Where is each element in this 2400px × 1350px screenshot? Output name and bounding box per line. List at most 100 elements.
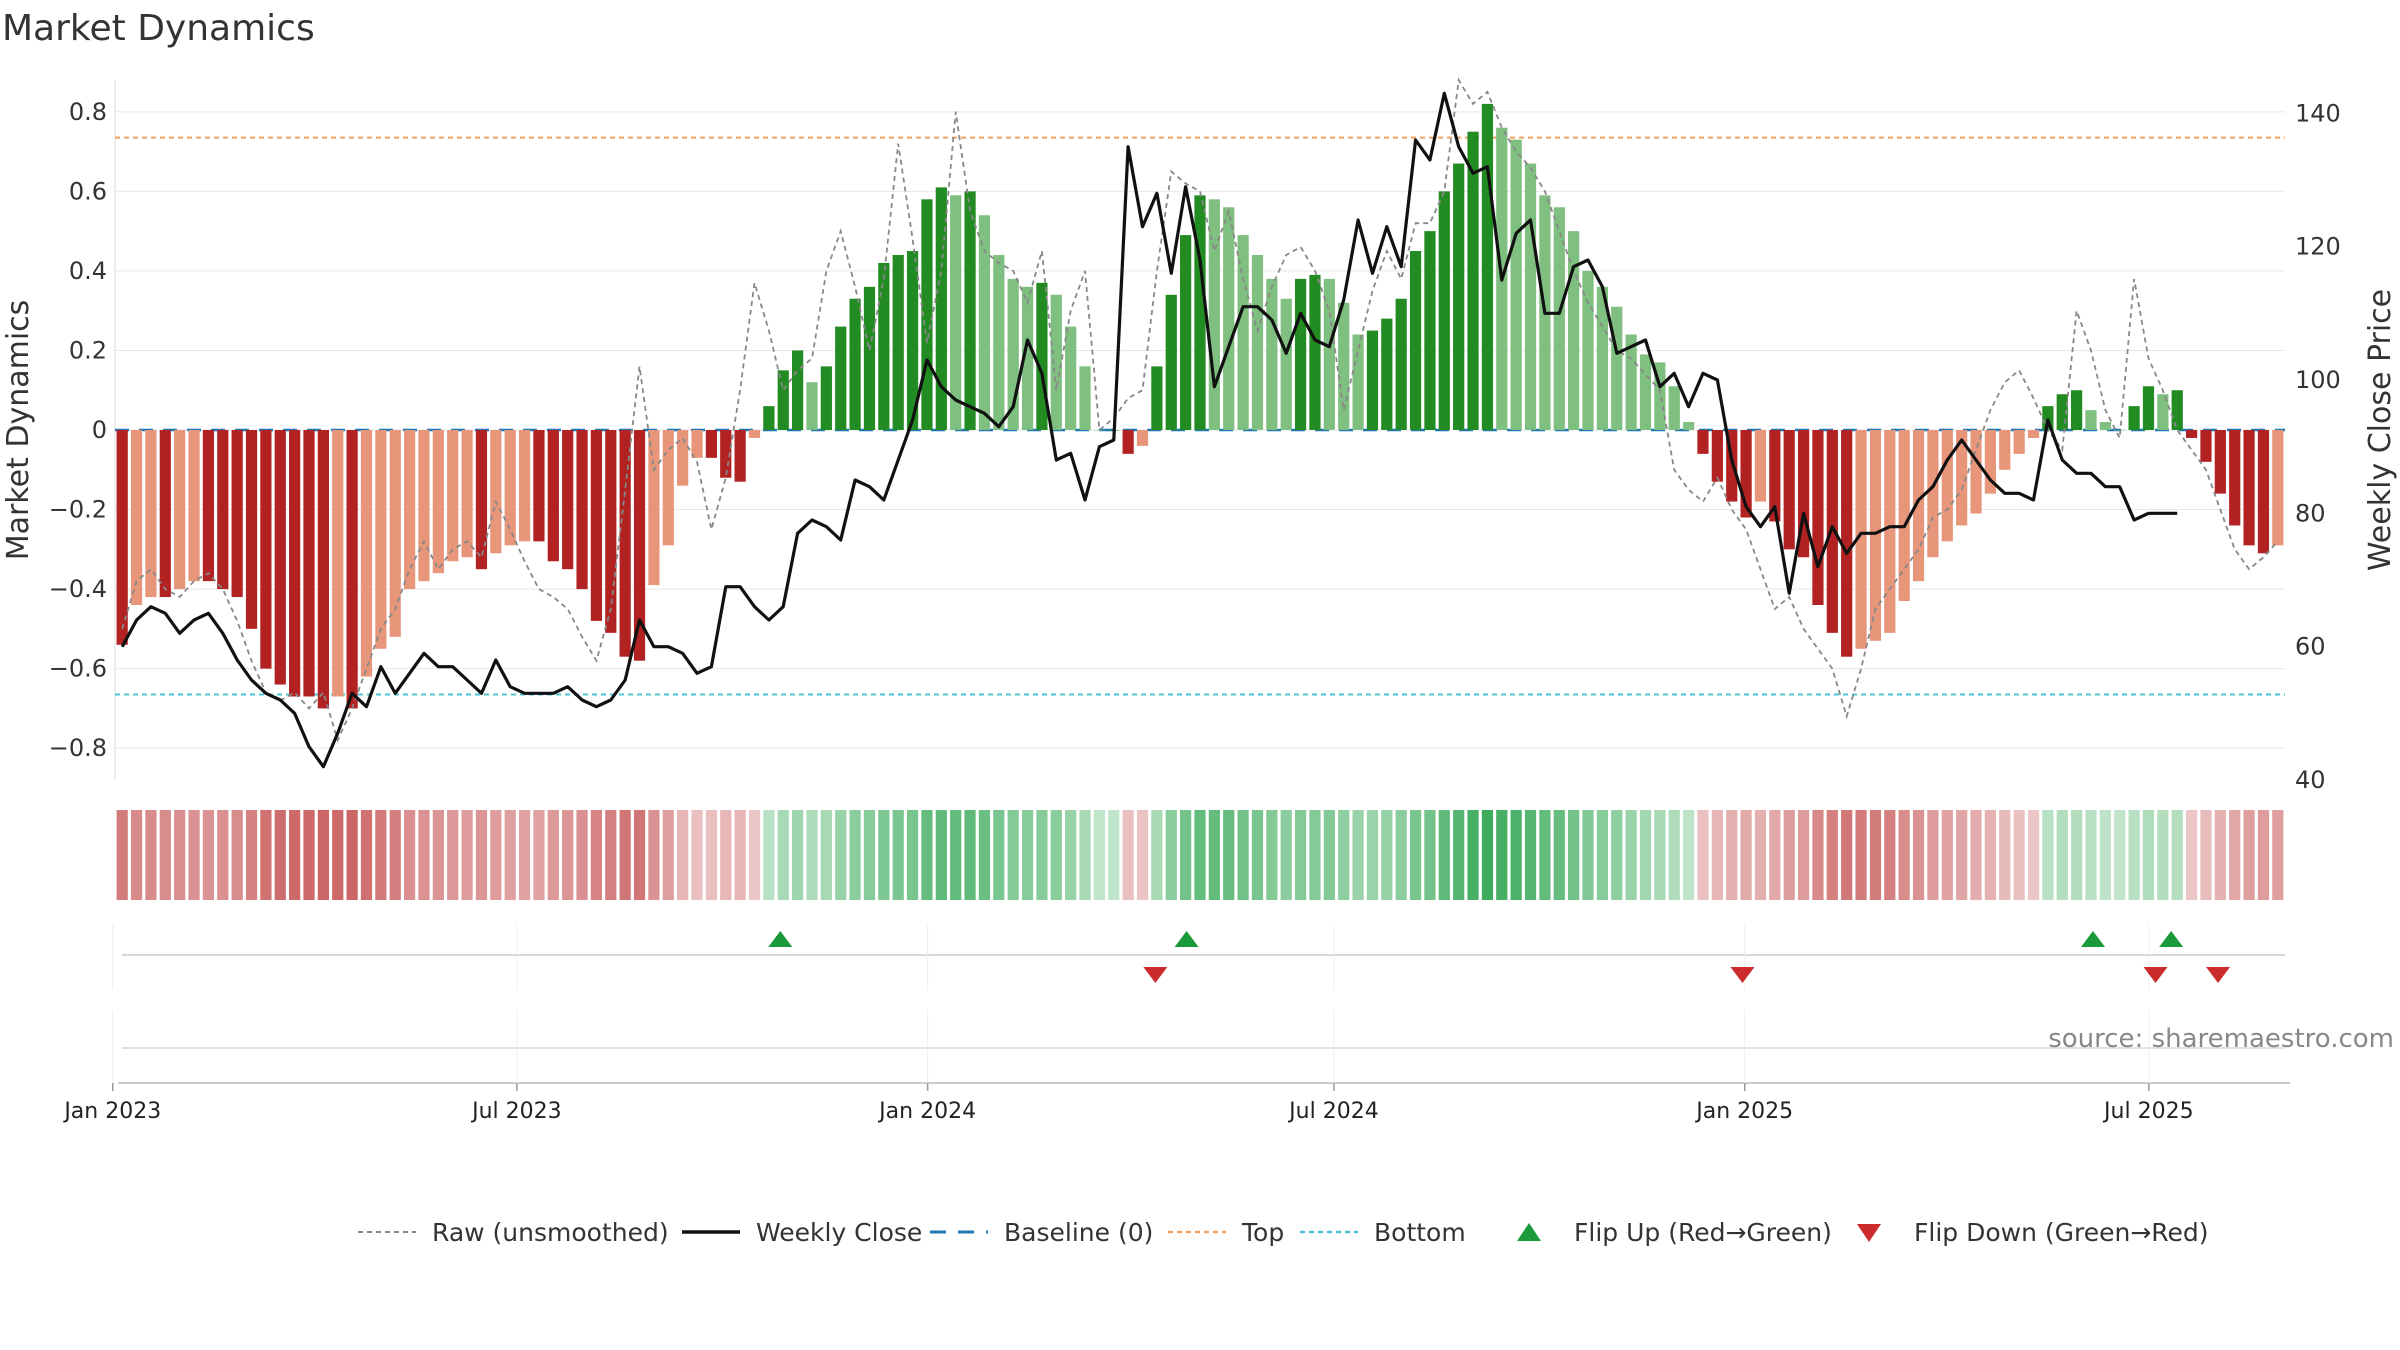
regime-strip-cell: [1912, 810, 1925, 900]
regime-strip-cell: [792, 810, 804, 900]
regime-strip-cell: [1984, 810, 1997, 900]
regime-strip-cell: [1898, 810, 1910, 900]
regime-strip-cell: [289, 810, 301, 900]
dynamics-bar: [964, 191, 976, 430]
dynamics-bar: [2013, 430, 2025, 454]
x-tick-label: Jan 2025: [1694, 1099, 1793, 1124]
regime-strip-cell: [461, 810, 473, 900]
dynamics-bar: [174, 430, 186, 590]
dynamics-bar: [978, 215, 991, 430]
legend-label: Top: [1241, 1218, 1284, 1247]
x-tick-label: Jul 2024: [1287, 1099, 1379, 1124]
right-tick-label: 60: [2295, 633, 2326, 661]
regime-strip-cell: [1294, 810, 1307, 900]
dynamics-bar: [1424, 231, 1436, 430]
dynamics-bar: [1223, 207, 1235, 430]
legend-item: Raw (unsmoothed): [358, 1218, 669, 1247]
dynamics-bar: [475, 430, 488, 570]
regime-strip-cell: [217, 810, 229, 900]
regime-strip-cell: [806, 810, 818, 900]
dynamics-bar: [1625, 334, 1637, 430]
dynamics-bar: [1984, 430, 1997, 494]
regime-strip-cell: [1754, 810, 1767, 900]
dynamics-bar: [1251, 255, 1264, 430]
flip-markers-panel: [112, 925, 2285, 990]
dynamics-bar: [447, 430, 459, 562]
legend-label: Flip Down (Green→Red): [1914, 1218, 2209, 1247]
regime-strip-cell: [1884, 810, 1896, 900]
regime-strip-cell: [1481, 810, 1494, 900]
flip-up-marker: [1174, 931, 1199, 947]
dynamics-bar: [777, 370, 789, 430]
regime-strip-cell: [202, 810, 215, 900]
regime-strip-cell: [2128, 810, 2140, 900]
dynamics-bar: [202, 430, 215, 582]
regime-strip-cell: [518, 810, 531, 900]
regime-strip-cell: [878, 810, 890, 900]
regime-strip-cell: [1467, 810, 1479, 900]
weekly-close-line: [120, 91, 2178, 769]
regime-strip-cell: [2243, 810, 2255, 900]
regime-strip-cell: [964, 810, 976, 900]
dynamics-bar: [432, 430, 444, 574]
dynamics-bar: [1309, 274, 1321, 430]
right-tick-label: 120: [2295, 233, 2341, 261]
dynamics-bar: [145, 430, 157, 598]
dynamics-bar: [1194, 195, 1206, 430]
regime-strip-cell: [1007, 810, 1019, 900]
regime-strip-cell: [1208, 810, 1220, 900]
price-lines: [120, 77, 2279, 769]
regime-strip-cell: [1797, 810, 1810, 900]
regime-strip-cell: [1021, 810, 1034, 900]
dynamics-bar: [1841, 430, 1853, 657]
regime-strip-cell: [1223, 810, 1235, 900]
dynamics-bar: [1467, 131, 1479, 431]
regime-strip-cell: [360, 810, 373, 900]
dynamics-bar: [1697, 430, 1709, 454]
dynamics-bar: [863, 286, 876, 430]
left-tick-label: −0.8: [49, 734, 107, 762]
regime-strip-cell: [835, 810, 847, 900]
regime-strip-cell: [677, 810, 689, 900]
regime-strip-cell: [447, 810, 459, 900]
dynamics-bar: [1294, 278, 1307, 430]
dynamics-bar: [1639, 354, 1652, 430]
regime-strip-cell: [1553, 810, 1565, 900]
dynamics-bar: [1927, 430, 1939, 558]
regime-strip-cell: [1280, 810, 1292, 900]
regime-strip-cell: [2099, 810, 2111, 900]
dynamics-bar: [1869, 430, 1882, 641]
regime-strip-cell: [935, 810, 947, 900]
dynamics-bar: [2142, 386, 2155, 430]
legend: Raw (unsmoothed) Weekly Close Baseline (0)…: [358, 1218, 2209, 1247]
dynamics-bar: [906, 251, 919, 430]
dynamics-bar: [1611, 306, 1623, 430]
regime-strip-cell: [1999, 810, 2011, 900]
regime-strip-cell: [274, 810, 286, 900]
flip-up-marker: [768, 931, 793, 947]
regime-strip-cell: [1352, 810, 1364, 900]
dynamics-bar: [562, 430, 574, 570]
regime-strip-cell: [1496, 810, 1508, 900]
regime-strip-cell: [303, 810, 315, 900]
regime-strip-cell: [1639, 810, 1652, 900]
dynamics-bar: [820, 366, 832, 430]
dynamics-bar: [490, 430, 502, 554]
dynamics-bar: [2243, 430, 2255, 546]
legend-label: Baseline (0): [1004, 1218, 1153, 1247]
dynamics-bar: [418, 430, 430, 582]
dynamics-bar: [1553, 207, 1565, 430]
regime-strip-cell: [490, 810, 502, 900]
dynamics-bar: [346, 430, 358, 709]
dynamics-bar: [619, 430, 631, 657]
left-tick-label: 0.2: [69, 336, 107, 364]
regime-strip-cell: [1309, 810, 1321, 900]
dynamics-bar: [375, 430, 387, 649]
dynamics-bar: [2171, 390, 2183, 430]
regime-strip-cell: [1956, 810, 1968, 900]
regime-strip-cell: [691, 810, 703, 900]
regime-strip-cell: [2142, 810, 2155, 900]
regime-strip-cell: [1194, 810, 1206, 900]
dynamics-bar: [1568, 231, 1580, 430]
legend-label: Bottom: [1374, 1218, 1466, 1247]
